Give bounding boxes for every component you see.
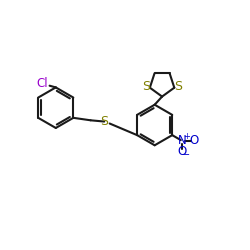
Text: +: + (183, 132, 190, 141)
Text: S: S (100, 115, 108, 128)
Text: −: − (182, 150, 190, 160)
Text: S: S (142, 80, 150, 93)
Text: O: O (189, 134, 198, 147)
Text: S: S (174, 80, 182, 93)
Text: N: N (178, 134, 186, 147)
Text: O: O (177, 145, 186, 158)
Text: Cl: Cl (36, 77, 48, 90)
